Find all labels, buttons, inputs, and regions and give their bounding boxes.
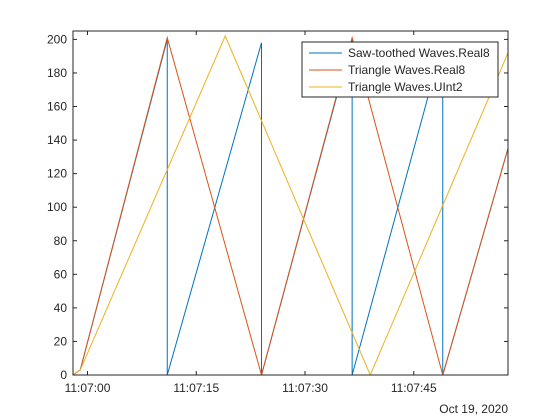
x-tick-label: 11:07:00 [65, 381, 111, 395]
y-tick-label: 20 [54, 334, 68, 348]
y-tick-label: 40 [54, 301, 68, 315]
y-tick-label: 120 [47, 167, 67, 181]
x-axis: 11:07:00 11:07:15 11:07:30 11:07:45 [65, 31, 437, 395]
x-tick-label: 11:07:45 [391, 381, 437, 395]
y-tick-label: 160 [47, 100, 67, 114]
x-tick-label: 11:07:30 [282, 381, 328, 395]
y-tick-label: 80 [54, 234, 68, 248]
y-tick-label: 60 [54, 267, 68, 281]
date-label: Oct 19, 2020 [439, 402, 508, 416]
y-axis: 0 20 40 60 80 100 120 140 160 180 200 [47, 32, 508, 382]
axes-box [72, 30, 509, 376]
legend[interactable]: Saw-toothed Waves.Real8 Triangle Waves.Re… [301, 41, 499, 98]
legend-label: Triangle Waves.UInt2 [348, 80, 463, 94]
legend-label: Triangle Waves.Real8 [348, 63, 465, 77]
legend-label: Saw-toothed Waves.Real8 [348, 46, 490, 60]
y-tick-label: 0 [60, 368, 67, 382]
y-tick-label: 100 [47, 200, 67, 214]
y-tick-label: 180 [47, 66, 67, 80]
y-tick-label: 200 [47, 32, 67, 46]
series-layer [73, 34, 508, 375]
x-tick-label: 11:07:15 [173, 381, 219, 395]
y-tick-label: 140 [47, 133, 67, 147]
series-line-3 [73, 34, 508, 375]
